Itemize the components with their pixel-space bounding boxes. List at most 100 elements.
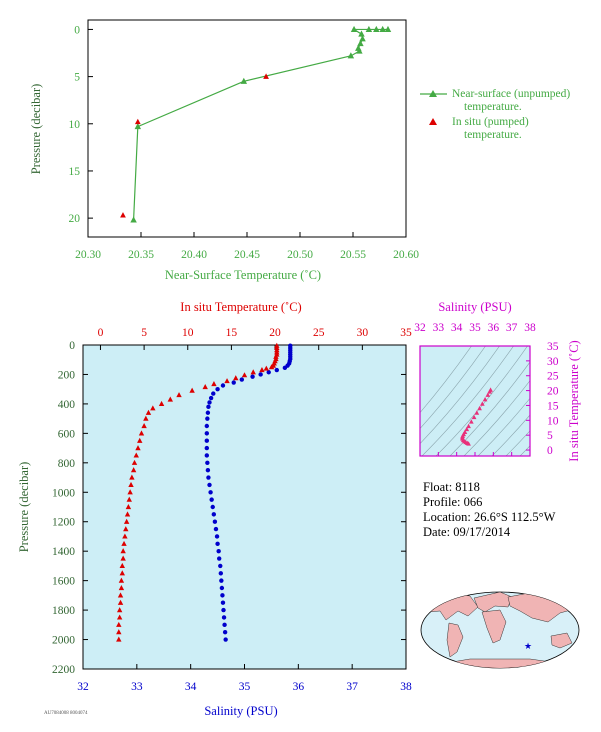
near-surface-pumped-point bbox=[120, 212, 126, 218]
salinity-point bbox=[206, 404, 211, 410]
near-surface-unpumped-point bbox=[379, 25, 386, 32]
near-surface-unpumped-point bbox=[359, 35, 366, 42]
profile-pressure-tick-label: 1800 bbox=[52, 605, 75, 617]
near-surface-y-tick-label: 15 bbox=[69, 166, 81, 178]
near-surface-pumped-point bbox=[134, 118, 141, 125]
temperature-point bbox=[150, 405, 156, 411]
near-surface-x-label: Near-Surface Temperature (˚C) bbox=[165, 268, 321, 282]
ts-x-tick-label: 35 bbox=[469, 322, 481, 334]
ts-y-tick-label: 20 bbox=[547, 386, 559, 398]
legend-pumped-label-2: temperature. bbox=[464, 129, 522, 141]
profile-pressure-tick-label: 800 bbox=[58, 458, 76, 470]
temperature-point bbox=[124, 511, 131, 517]
temperature-point bbox=[122, 533, 128, 539]
salinity-point bbox=[218, 571, 224, 576]
temperature-point bbox=[241, 372, 248, 378]
ts-density-contour-line bbox=[463, 380, 530, 456]
ts-x-tick-label: 34 bbox=[451, 322, 463, 334]
ts-point bbox=[487, 389, 493, 394]
ts-density-contour-line bbox=[420, 346, 500, 445]
near-surface-series bbox=[120, 25, 392, 223]
ts-density-contour-line bbox=[449, 361, 530, 456]
salinity-point bbox=[220, 383, 226, 388]
map-landmass-south-america bbox=[446, 622, 464, 658]
salinity-point bbox=[258, 372, 263, 377]
salinity-point bbox=[205, 410, 211, 415]
ts-point bbox=[479, 401, 485, 406]
profile-temperature-tick-label: 0 bbox=[98, 327, 104, 339]
temperature-point bbox=[202, 383, 208, 390]
ts-density-contours bbox=[420, 346, 530, 456]
temperature-point bbox=[129, 474, 135, 480]
near-surface-x-tick-label: 20.60 bbox=[393, 249, 419, 261]
profile-temperature-tick-label: 20 bbox=[269, 327, 281, 339]
profile-pressure-tick-label: 2200 bbox=[52, 664, 75, 676]
temperature-point bbox=[117, 599, 124, 605]
temperature-point bbox=[137, 437, 143, 443]
near-surface-x-tick-label: 20.50 bbox=[287, 249, 313, 261]
temperature-series bbox=[116, 342, 280, 642]
near-surface-unpumped-point bbox=[350, 25, 358, 32]
salinity-point bbox=[219, 578, 224, 583]
ts-x-tick-label: 36 bbox=[488, 322, 500, 334]
ts-y-label: In situ Temperature (˚C) bbox=[567, 340, 581, 461]
salinity-point bbox=[266, 370, 271, 375]
profile-temperature-tick-label: 30 bbox=[357, 327, 369, 339]
near-surface-unpumped-point bbox=[347, 52, 355, 59]
ts-density-contour-line bbox=[477, 397, 530, 456]
salinity-point bbox=[204, 431, 210, 436]
profile-temperature-tick-label: 35 bbox=[400, 327, 412, 339]
temperature-point bbox=[120, 555, 126, 561]
salinity-point bbox=[221, 615, 227, 620]
salinity-point bbox=[222, 622, 227, 628]
profile-temperature-tick-label: 10 bbox=[182, 327, 194, 339]
salinity-point bbox=[219, 585, 225, 591]
profile-salinity-tick-label: 32 bbox=[77, 681, 89, 693]
ts-density-contour-line bbox=[420, 346, 472, 414]
near-surface-unpumped-point bbox=[358, 30, 365, 37]
float-info: Float: 8118 Profile: 066 Location: 26.6°… bbox=[423, 480, 556, 539]
ts-density-contour-line bbox=[435, 346, 528, 456]
world-map: ★ bbox=[420, 591, 580, 669]
profile-pressure-tick-label: 2000 bbox=[52, 635, 75, 647]
temperature-point bbox=[119, 570, 125, 576]
temperature-point bbox=[125, 504, 132, 510]
profile-temperature-tick-label: 15 bbox=[226, 327, 238, 339]
legend-unpumped-label-2: temperature. bbox=[464, 101, 522, 113]
profile-pressure-tick-label: 200 bbox=[58, 369, 76, 381]
profile-chart: 0 5 10 15 20 25 30 35 32 33 34 35 36 37 38 0 200 400 600… bbox=[17, 300, 412, 718]
salinity-point bbox=[220, 593, 225, 598]
ts-x-tick-label: 37 bbox=[506, 322, 518, 334]
temperature-point bbox=[120, 548, 126, 554]
location-line: Location: 26.6°S 112.5°W bbox=[423, 510, 556, 524]
temperature-point bbox=[116, 614, 123, 620]
salinity-point bbox=[208, 490, 213, 495]
temperature-point bbox=[268, 364, 275, 370]
temperature-point bbox=[116, 607, 123, 613]
profile-pressure-label: Pressure (decibar) bbox=[17, 462, 31, 553]
ts-x-tick-label: 32 bbox=[414, 322, 426, 334]
salinity-point bbox=[207, 482, 212, 488]
near-surface-unpumped-point bbox=[130, 216, 137, 223]
ts-point bbox=[466, 423, 471, 429]
profile-temperature-tick-label: 5 bbox=[141, 327, 147, 339]
ts-plot-background bbox=[420, 346, 530, 456]
salinity-point bbox=[216, 556, 222, 561]
near-surface-unpumped-point bbox=[357, 39, 364, 47]
profile-pressure-tick-label: 600 bbox=[58, 428, 76, 440]
near-surface-x-tick-label: 20.55 bbox=[340, 249, 366, 261]
profile-salinity-tick-label: 36 bbox=[293, 681, 305, 693]
ts-density-contour-line bbox=[420, 346, 486, 430]
salinity-point bbox=[222, 629, 228, 635]
profile-pressure-tick-label: 1200 bbox=[52, 517, 75, 529]
salinity-point bbox=[239, 377, 245, 382]
ts-y-tick-label: 10 bbox=[547, 415, 559, 427]
near-surface-y-label: Pressure (decibar) bbox=[29, 84, 43, 175]
float-location-marker-icon: ★ bbox=[524, 641, 532, 651]
near-surface-unpumped-point bbox=[373, 25, 380, 32]
temperature-point bbox=[263, 365, 270, 371]
temperature-point bbox=[158, 400, 165, 407]
temperature-point bbox=[133, 452, 139, 458]
salinity-point bbox=[210, 504, 215, 510]
salinity-point bbox=[209, 497, 214, 502]
